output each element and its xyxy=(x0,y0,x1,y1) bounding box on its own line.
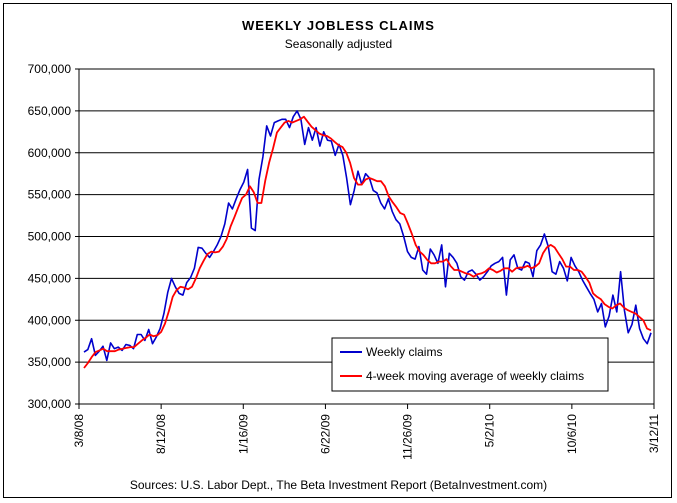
chart-subtitle: Seasonally adjusted xyxy=(284,37,393,51)
y-tick-label: 600,000 xyxy=(28,146,72,160)
legend: Weekly claims 4-week moving average of w… xyxy=(331,337,609,392)
x-tick-label: 11/26/09 xyxy=(401,414,415,460)
legend-label-average: 4-week moving average of weekly claims xyxy=(366,369,584,383)
chart-title: WEEKLY JOBLESS CLAIMS xyxy=(242,18,435,33)
chart-source: Sources: U.S. Labor Dept., The Beta Inve… xyxy=(129,478,548,492)
y-tick-label: 550,000 xyxy=(28,188,72,202)
y-tick-label: 400,000 xyxy=(28,313,72,327)
legend-label-weekly: Weekly claims xyxy=(366,345,442,359)
y-tick-label: 450,000 xyxy=(28,271,72,285)
x-tick-label: 6/22/09 xyxy=(318,414,332,454)
x-tick-label: 1/16/09 xyxy=(236,414,250,454)
series-line-moving-average xyxy=(83,115,652,369)
y-tick-label: 500,000 xyxy=(28,230,72,244)
x-tick-label: 3/12/11 xyxy=(647,414,661,453)
x-tick-label: 10/6/10 xyxy=(565,414,579,454)
y-tick-label: 300,000 xyxy=(28,397,72,411)
x-tick-label: 8/12/08 xyxy=(154,414,168,454)
y-tick-label: 650,000 xyxy=(28,104,72,118)
legend-box xyxy=(331,337,609,392)
x-tick-label: 3/8/08 xyxy=(72,414,86,448)
y-tick-label: 700,000 xyxy=(28,62,72,76)
series-line-weekly-claims xyxy=(83,110,652,362)
x-tick-label: 5/2/10 xyxy=(483,414,497,448)
y-tick-label: 350,000 xyxy=(28,355,72,369)
